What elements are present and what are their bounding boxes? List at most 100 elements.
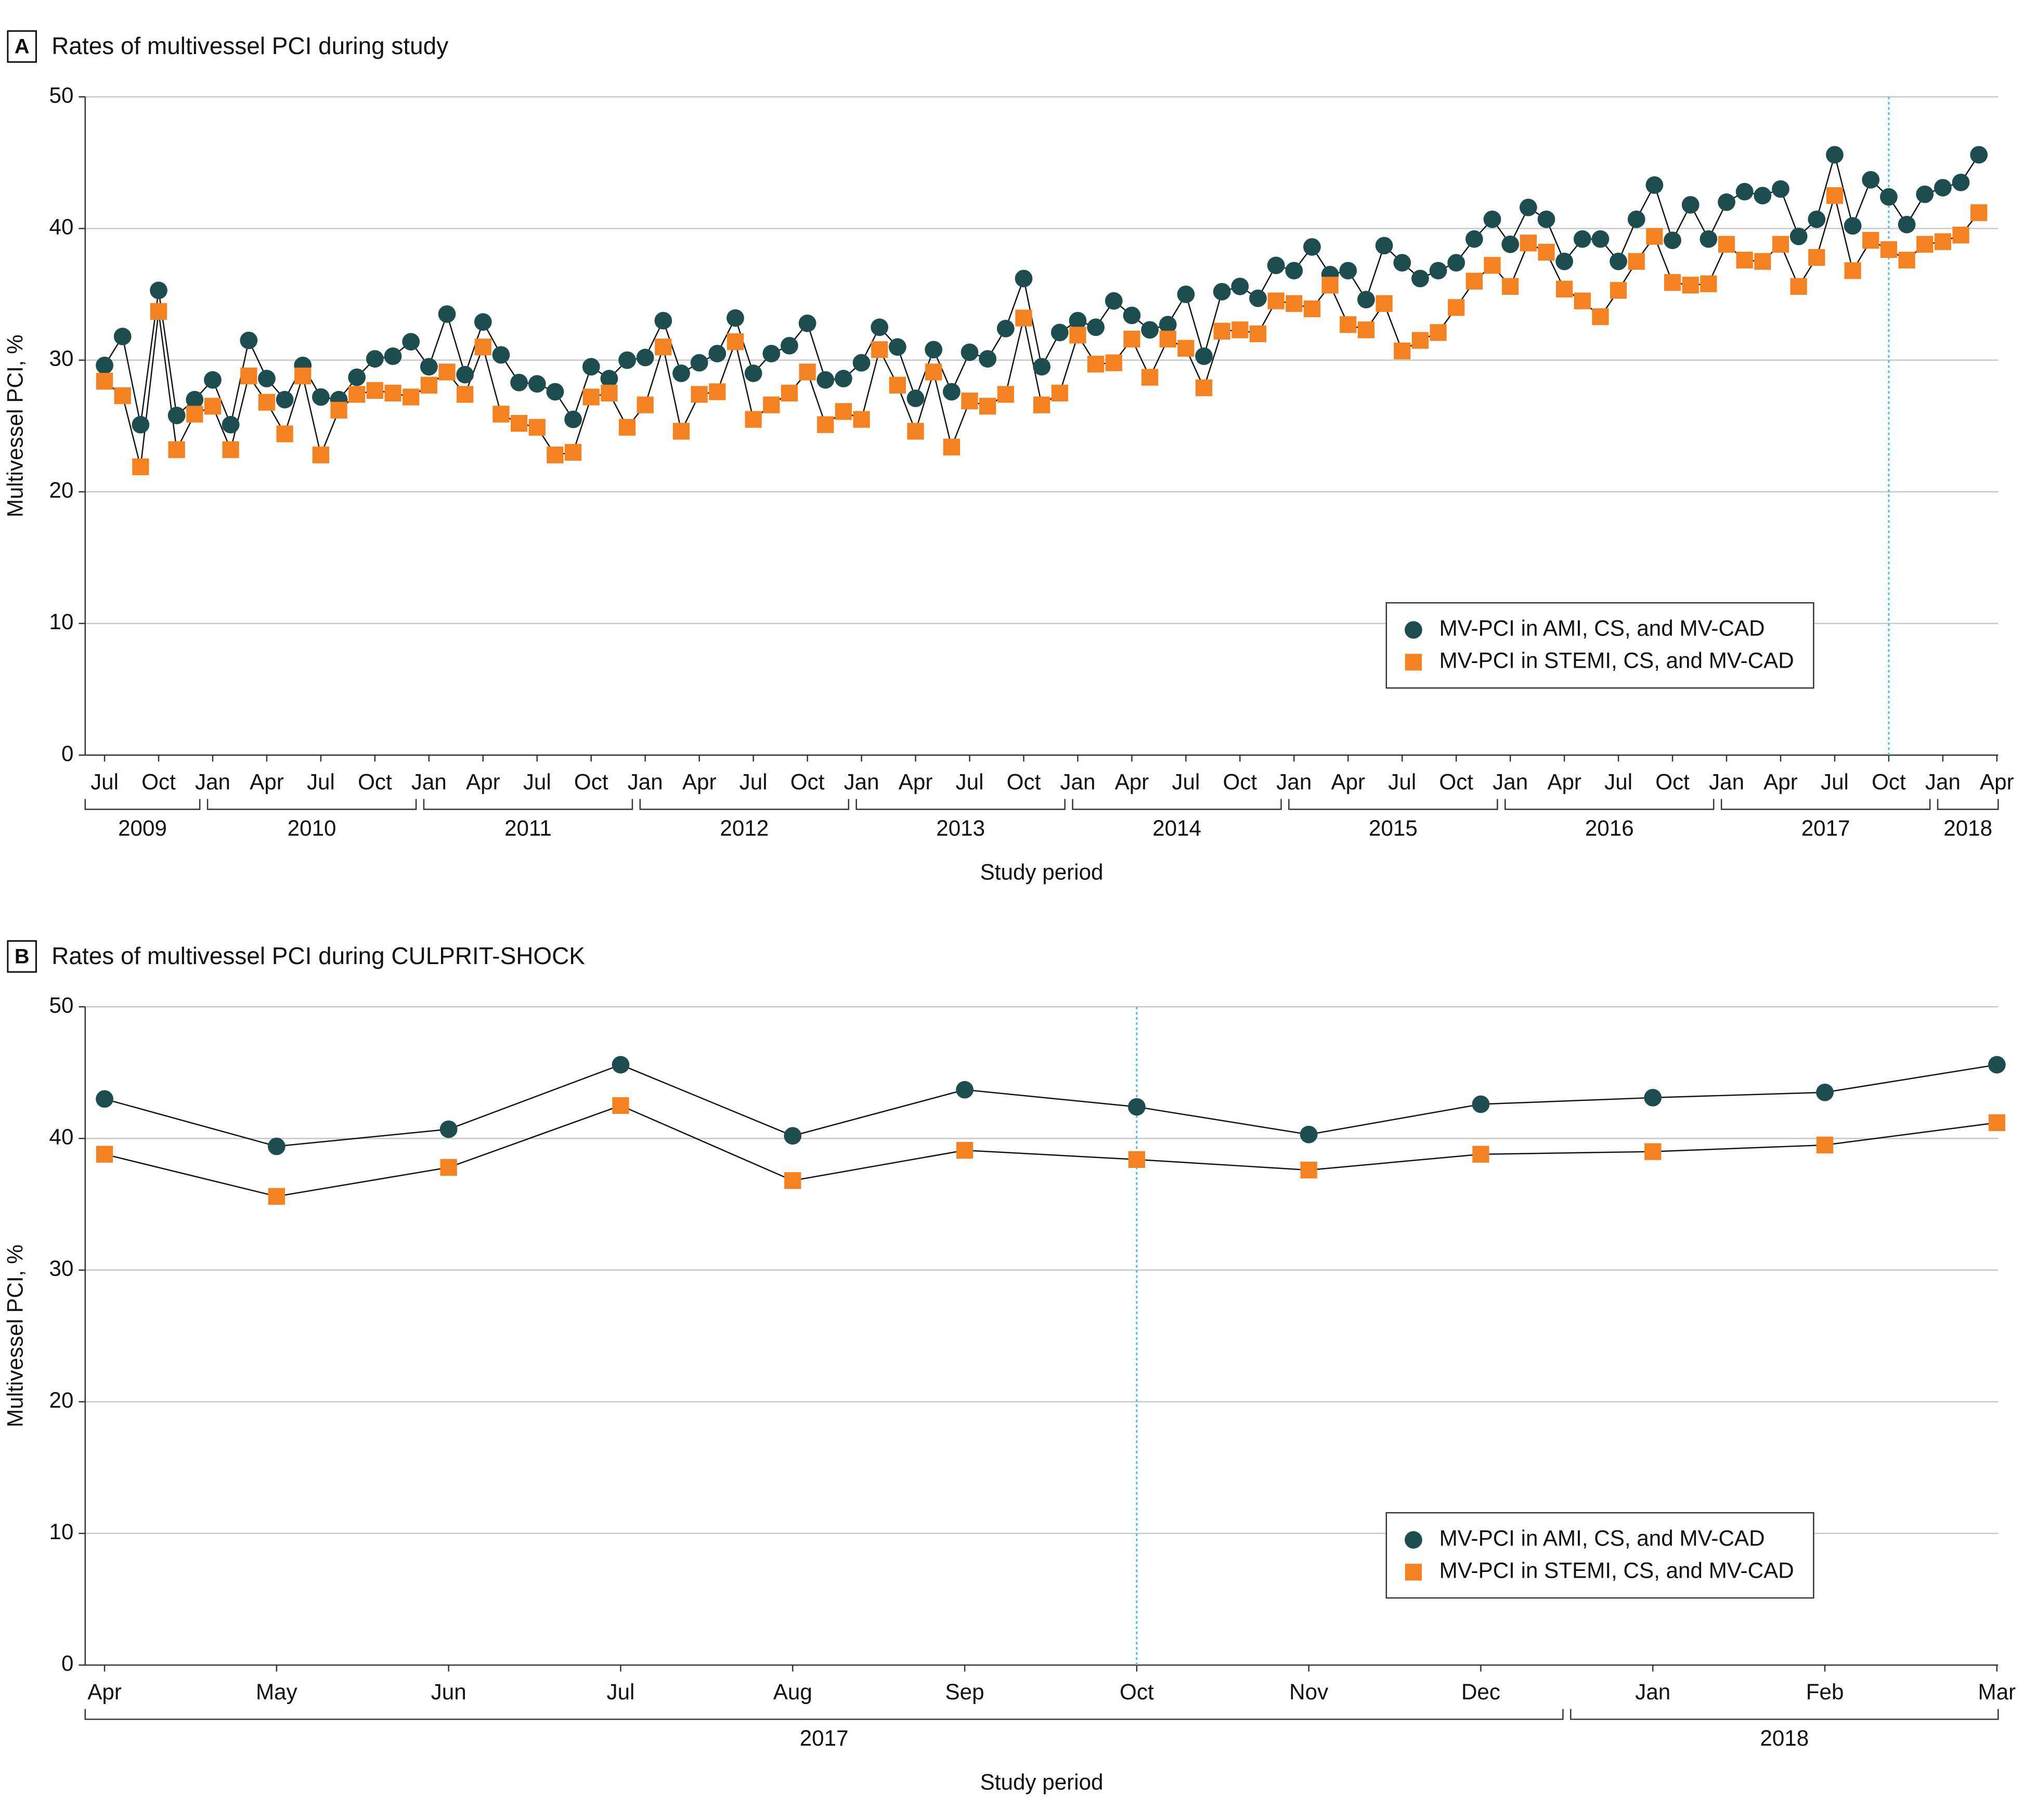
square-marker: [1249, 325, 1267, 343]
x-tick-label: Aug: [773, 1680, 812, 1704]
year-label: 2015: [1369, 816, 1418, 840]
square-marker: [709, 383, 726, 400]
square-marker: [96, 372, 113, 390]
circle-marker: [1472, 1095, 1490, 1113]
square-marker: [1340, 316, 1357, 333]
square-marker: [1628, 253, 1645, 270]
year-bracket: [1937, 799, 1999, 810]
square-marker: [547, 446, 564, 464]
x-tick-label: Jan: [1925, 770, 1961, 794]
square-marker: [799, 363, 816, 381]
square-marker: [403, 388, 420, 406]
square-marker: [1465, 272, 1483, 290]
circle-marker: [1300, 1125, 1318, 1143]
square-marker: [348, 386, 366, 403]
circle-marker: [564, 410, 582, 428]
year-label: 2009: [118, 816, 167, 840]
circle-marker: [1826, 146, 1844, 164]
series-line: [104, 1064, 1997, 1147]
y-tick-label: 0: [61, 741, 73, 765]
square-marker: [961, 392, 978, 410]
circle-marker: [618, 351, 636, 369]
x-tick-label: Oct: [1439, 770, 1473, 794]
square-marker: [781, 384, 798, 402]
x-tick-label: Apr: [899, 770, 933, 794]
x-tick-label: Dec: [1461, 1680, 1500, 1704]
square-marker: [204, 398, 222, 415]
legend-box: [1385, 602, 1814, 689]
square-marker: [956, 1141, 974, 1159]
square-marker: [763, 396, 780, 413]
square-marker: [1644, 1143, 1662, 1160]
circle-marker: [1050, 323, 1069, 342]
circle-marker: [546, 383, 564, 401]
square-marker: [1718, 236, 1735, 253]
y-tick-label: 10: [49, 1519, 74, 1544]
square-marker: [1826, 187, 1844, 204]
square-marker: [150, 303, 167, 320]
year-bracket: [855, 799, 1066, 810]
square-marker: [1195, 379, 1213, 396]
square-marker: [96, 1146, 113, 1163]
year-bracket: [1504, 799, 1715, 810]
x-tick-label: Jul: [307, 770, 335, 794]
circle-marker: [1213, 283, 1231, 301]
x-tick-label: Oct: [574, 770, 608, 794]
circle-marker: [654, 311, 672, 330]
circle-marker: [835, 370, 852, 387]
circle-marker: [690, 354, 708, 372]
x-tick-label: Apr: [1763, 770, 1798, 794]
circle-marker: [528, 375, 546, 393]
circle-marker: [276, 391, 294, 409]
circle-marker: [1952, 173, 1970, 191]
square-marker: [1682, 277, 1699, 294]
square-marker: [1430, 324, 1447, 341]
circle-marker: [1735, 183, 1754, 201]
x-tick-label: Oct: [790, 770, 825, 794]
circle-marker: [1249, 289, 1267, 307]
year-label: 2011: [504, 816, 552, 840]
y-tick-label: 40: [49, 215, 74, 239]
square-marker: [1880, 241, 1898, 258]
year-bracket: [1720, 799, 1931, 810]
square-marker: [1790, 278, 1807, 295]
square-marker: [1664, 274, 1681, 291]
circle-marker: [1718, 193, 1735, 211]
circle-marker: [1645, 176, 1664, 194]
square-marker: [1472, 1146, 1489, 1163]
square-marker: [1015, 309, 1032, 327]
square-marker: [691, 386, 708, 403]
square-marker: [1952, 226, 1969, 244]
x-tick-label: Oct: [1120, 1680, 1154, 1704]
year-label: 2013: [936, 816, 985, 840]
legend-marker: [1405, 654, 1422, 671]
series-line: [104, 193, 1980, 467]
circle-marker: [492, 346, 510, 364]
square-marker: [835, 403, 852, 420]
circle-marker: [798, 314, 816, 332]
square-marker: [186, 406, 203, 423]
square-marker: [1916, 236, 1934, 253]
square-marker: [1808, 249, 1825, 266]
x-tick-label: Mar: [1978, 1680, 2016, 1704]
square-marker: [366, 382, 384, 399]
legend-box: [1385, 1512, 1814, 1599]
x-tick-label: Oct: [1872, 770, 1906, 794]
circle-marker: [113, 328, 132, 345]
square-marker: [853, 411, 870, 428]
circle-marker: [474, 313, 492, 331]
circle-marker: [167, 407, 186, 424]
square-marker: [132, 458, 149, 475]
square-marker: [294, 367, 312, 385]
circle-marker: [961, 343, 979, 361]
square-marker: [1033, 396, 1050, 413]
circle-marker: [996, 319, 1015, 337]
square-marker: [672, 423, 690, 440]
x-tick-label: Jan: [1635, 1680, 1670, 1704]
x-tick-label: May: [256, 1680, 298, 1704]
circle-marker: [1898, 215, 1916, 233]
y-axis-label: Multivessel PCI, %: [3, 334, 27, 517]
circle-marker: [456, 366, 474, 384]
circle-marker: [150, 281, 167, 300]
circle-marker: [1808, 210, 1826, 228]
